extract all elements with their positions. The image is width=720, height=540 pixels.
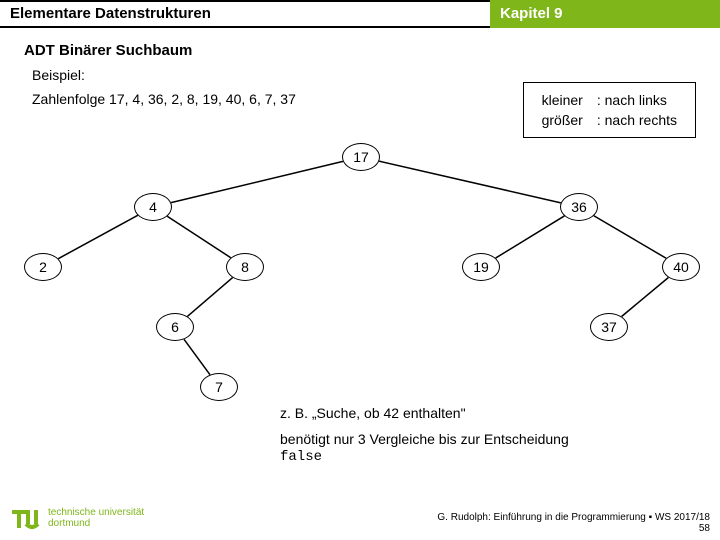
- tree-node: 7: [200, 373, 238, 401]
- tree-edge: [594, 216, 666, 259]
- tree-edge: [184, 339, 210, 374]
- legend-box: kleiner : nach links größer : nach recht…: [523, 82, 696, 138]
- tree-node: 36: [560, 193, 598, 221]
- legend-table: kleiner : nach links größer : nach recht…: [534, 89, 685, 131]
- tree-node: 40: [662, 253, 700, 281]
- tree-edge: [167, 216, 231, 257]
- legend-row: größer : nach rechts: [536, 111, 683, 129]
- header-title-left: Elementare Datenstrukturen: [0, 0, 490, 28]
- legend-val: : nach rechts: [591, 111, 683, 129]
- logo-line2: dortmund: [48, 518, 144, 529]
- tree-node: 2: [24, 253, 62, 281]
- tree-node: 17: [342, 143, 380, 171]
- tree-node: 4: [134, 193, 172, 221]
- slide-subtitle: ADT Binärer Suchbaum: [0, 28, 720, 67]
- tree-node: 37: [590, 313, 628, 341]
- example-label: Beispiel:: [32, 67, 688, 83]
- legend-key: größer: [536, 111, 589, 129]
- tree-edge: [58, 215, 137, 258]
- tree-edges: [0, 135, 720, 435]
- tree-node: 6: [156, 313, 194, 341]
- search-line2-code: false: [280, 449, 322, 465]
- legend-key: kleiner: [536, 91, 589, 109]
- university-logo: technische universität dortmund: [12, 504, 144, 532]
- search-line2: benötigt nur 3 Vergleiche bis zur Entsch…: [280, 431, 580, 465]
- tu-logo-icon: [12, 504, 40, 532]
- header-title-right: Kapitel 9: [490, 0, 720, 28]
- slide-footer: G. Rudolph: Einführung in die Programmie…: [437, 512, 710, 534]
- tree-edge: [171, 161, 343, 202]
- tree-node: 19: [462, 253, 500, 281]
- logo-line1: technische universität: [48, 507, 144, 518]
- tree-edge: [187, 278, 232, 317]
- footer-page: 58: [699, 523, 710, 534]
- tree-edge: [379, 161, 561, 203]
- slide-header: Elementare Datenstrukturen Kapitel 9: [0, 0, 720, 28]
- tree-diagram: 17 4 36 2 8 19 40 6 37 7: [0, 135, 720, 435]
- legend-val: : nach links: [591, 91, 683, 109]
- tree-node: 8: [226, 253, 264, 281]
- tree-edge: [496, 216, 565, 258]
- footer-text: G. Rudolph: Einführung in die Programmie…: [437, 512, 710, 523]
- legend-row: kleiner : nach links: [536, 91, 683, 109]
- tu-logo-text: technische universität dortmund: [48, 507, 144, 529]
- tree-edge: [622, 277, 669, 316]
